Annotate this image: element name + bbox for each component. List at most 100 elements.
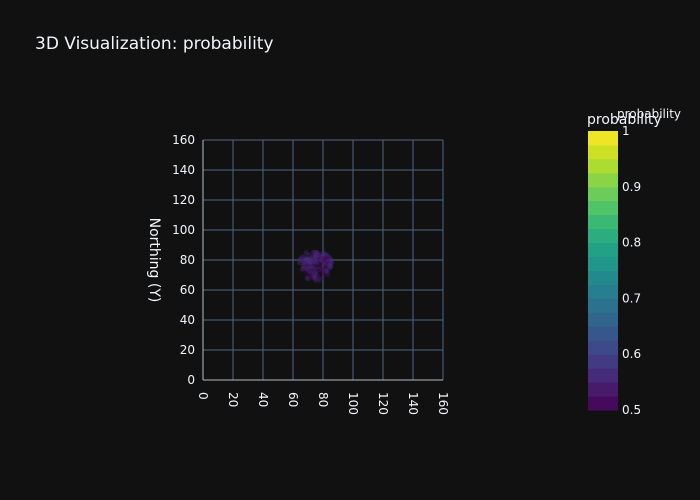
data-point[interactable] bbox=[303, 269, 309, 275]
data-point[interactable] bbox=[313, 257, 319, 263]
data-point[interactable] bbox=[303, 262, 309, 268]
data-point[interactable] bbox=[324, 258, 330, 264]
data-point[interactable] bbox=[311, 249, 317, 255]
data-point[interactable] bbox=[310, 274, 316, 280]
data-point[interactable] bbox=[325, 271, 331, 278]
data-point[interactable] bbox=[304, 260, 311, 266]
data-point[interactable] bbox=[312, 269, 318, 275]
data-point[interactable] bbox=[304, 266, 310, 272]
data-point[interactable] bbox=[321, 254, 327, 261]
data-point[interactable] bbox=[303, 263, 310, 269]
data-point[interactable] bbox=[305, 263, 312, 270]
data-point[interactable] bbox=[298, 257, 304, 263]
data-point[interactable] bbox=[313, 256, 319, 262]
data-point[interactable] bbox=[300, 266, 306, 272]
data-point[interactable] bbox=[312, 266, 318, 272]
data-point[interactable] bbox=[326, 261, 332, 267]
data-point[interactable] bbox=[322, 255, 329, 261]
data-point[interactable] bbox=[311, 258, 318, 264]
data-point[interactable] bbox=[305, 276, 311, 282]
data-point[interactable] bbox=[304, 274, 310, 280]
data-point[interactable] bbox=[302, 265, 308, 271]
data-point[interactable] bbox=[314, 252, 320, 258]
data-point[interactable] bbox=[320, 269, 326, 275]
data-point[interactable] bbox=[305, 256, 311, 262]
data-point[interactable] bbox=[308, 269, 314, 276]
data-point[interactable] bbox=[328, 263, 334, 270]
data-point[interactable] bbox=[306, 271, 312, 277]
data-point[interactable] bbox=[321, 256, 327, 262]
data-point[interactable] bbox=[309, 264, 315, 270]
data-point[interactable] bbox=[316, 258, 322, 264]
data-point[interactable] bbox=[319, 259, 326, 265]
data-point[interactable] bbox=[319, 250, 326, 256]
data-point[interactable] bbox=[308, 268, 314, 275]
data-point[interactable] bbox=[312, 274, 318, 281]
data-point[interactable] bbox=[304, 267, 310, 273]
data-point[interactable] bbox=[322, 257, 328, 264]
data-point[interactable] bbox=[327, 263, 333, 270]
data-point[interactable] bbox=[323, 268, 329, 274]
data-point[interactable] bbox=[321, 250, 327, 256]
data-point[interactable] bbox=[319, 257, 325, 263]
data-point[interactable] bbox=[305, 267, 311, 273]
data-point[interactable] bbox=[311, 253, 317, 259]
data-point[interactable] bbox=[309, 267, 316, 273]
point-cluster[interactable] bbox=[297, 249, 335, 284]
data-point[interactable] bbox=[301, 260, 308, 266]
data-point[interactable] bbox=[317, 263, 323, 270]
data-point[interactable] bbox=[320, 258, 326, 264]
data-point[interactable] bbox=[301, 263, 307, 269]
data-point[interactable] bbox=[300, 253, 307, 259]
data-point[interactable] bbox=[308, 259, 314, 265]
data-point[interactable] bbox=[316, 266, 322, 273]
data-point[interactable] bbox=[307, 274, 313, 280]
data-point[interactable] bbox=[301, 258, 307, 264]
data-point[interactable] bbox=[297, 260, 303, 266]
data-point[interactable] bbox=[309, 257, 316, 263]
data-point[interactable] bbox=[322, 252, 328, 259]
data-point[interactable] bbox=[300, 265, 306, 271]
data-point[interactable] bbox=[307, 263, 313, 269]
data-point[interactable] bbox=[297, 257, 303, 263]
data-point[interactable] bbox=[302, 260, 308, 266]
data-point[interactable] bbox=[319, 254, 325, 260]
data-point[interactable] bbox=[302, 255, 309, 262]
data-point[interactable] bbox=[324, 263, 330, 269]
data-point[interactable] bbox=[302, 257, 308, 264]
data-point[interactable] bbox=[309, 265, 315, 272]
data-point[interactable] bbox=[316, 277, 322, 283]
data-point[interactable] bbox=[303, 257, 309, 263]
data-point[interactable] bbox=[298, 267, 304, 273]
data-point[interactable] bbox=[308, 255, 314, 261]
data-point[interactable] bbox=[326, 254, 333, 260]
data-point[interactable] bbox=[322, 255, 328, 262]
data-point[interactable] bbox=[312, 270, 318, 277]
data-point[interactable] bbox=[320, 274, 326, 281]
data-point[interactable] bbox=[324, 264, 331, 271]
data-point[interactable] bbox=[300, 259, 306, 266]
data-point[interactable] bbox=[312, 254, 319, 260]
data-point[interactable] bbox=[326, 254, 332, 261]
data-point[interactable] bbox=[321, 271, 328, 277]
data-point[interactable] bbox=[320, 255, 326, 261]
data-point[interactable] bbox=[313, 252, 319, 258]
data-point[interactable] bbox=[317, 256, 323, 262]
data-point[interactable] bbox=[314, 251, 320, 257]
data-point[interactable] bbox=[314, 271, 320, 277]
data-point[interactable] bbox=[312, 252, 319, 258]
data-point[interactable] bbox=[307, 259, 313, 265]
data-point[interactable] bbox=[314, 250, 320, 256]
data-point[interactable] bbox=[298, 256, 304, 262]
data-point[interactable] bbox=[323, 261, 330, 267]
data-point[interactable] bbox=[320, 256, 326, 262]
data-point[interactable] bbox=[316, 252, 323, 259]
data-point[interactable] bbox=[314, 259, 320, 265]
data-point[interactable] bbox=[306, 268, 312, 274]
data-point[interactable] bbox=[318, 257, 324, 264]
data-point[interactable] bbox=[325, 263, 331, 269]
data-point[interactable] bbox=[327, 259, 333, 266]
data-point[interactable] bbox=[320, 267, 326, 273]
data-point[interactable] bbox=[308, 259, 314, 265]
data-point[interactable] bbox=[315, 252, 321, 259]
